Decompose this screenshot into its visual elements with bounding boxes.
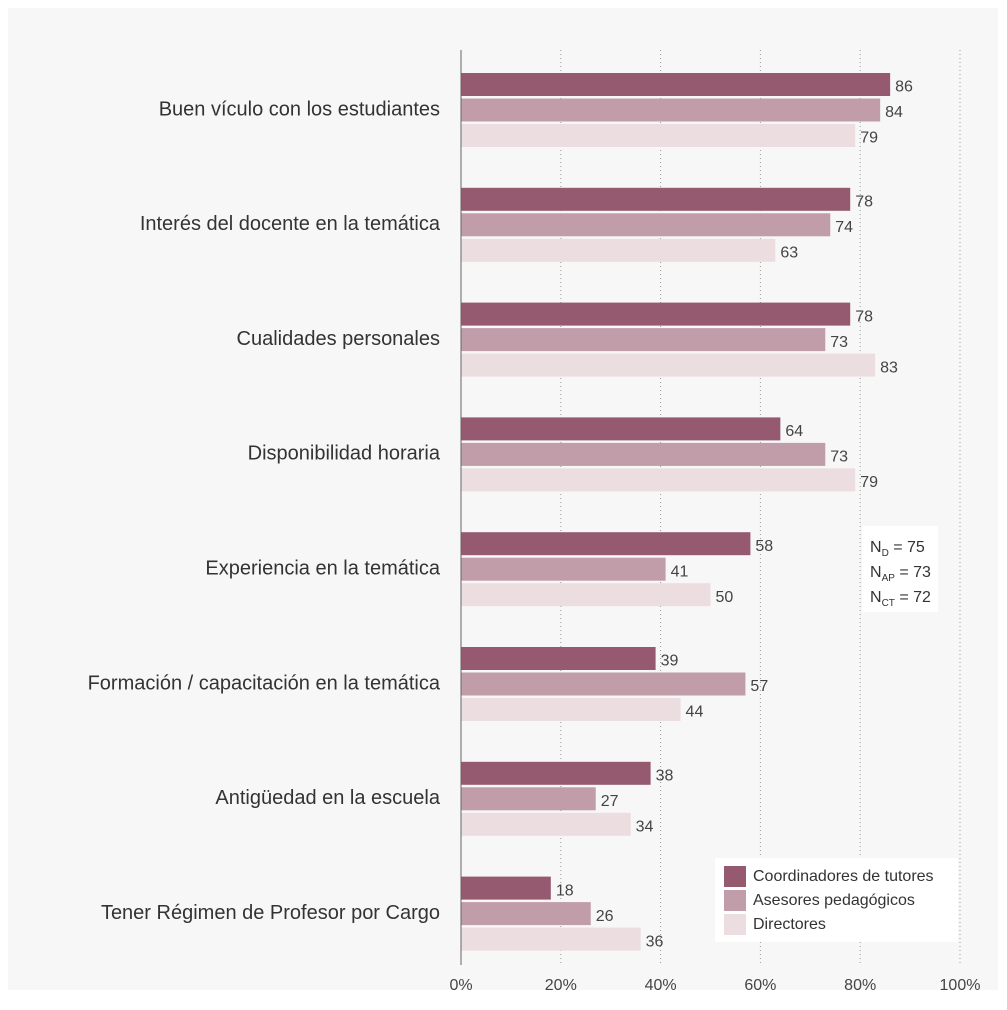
legend-label: Asesores pedagógicos	[753, 892, 915, 909]
value-label: 44	[686, 704, 704, 721]
value-label: 78	[855, 308, 873, 325]
legend-label: Directores	[753, 916, 826, 933]
value-label: 34	[636, 819, 654, 836]
bar	[461, 238, 776, 262]
bar	[461, 302, 851, 326]
bar	[461, 213, 831, 237]
x-tick-label: 20%	[545, 977, 577, 994]
bar	[461, 98, 881, 122]
legend-swatch	[724, 890, 746, 911]
legend-swatch	[724, 914, 746, 935]
value-label: 26	[596, 908, 614, 925]
annotation-sub: AP	[882, 573, 896, 584]
value-label: 79	[860, 474, 878, 491]
value-label: 86	[895, 79, 913, 96]
category-label: Buen vículo con los estudiantes	[159, 98, 440, 120]
bar	[461, 557, 666, 581]
legend-label: Coordinadores de tutores	[753, 868, 934, 885]
annotation-base: N	[870, 539, 882, 556]
category-label: Experiencia en la temática	[205, 557, 440, 579]
x-tick-label: 40%	[645, 977, 677, 994]
value-label: 73	[830, 334, 848, 351]
value-label: 64	[785, 423, 803, 440]
value-label: 78	[855, 194, 873, 211]
bar	[461, 876, 551, 900]
value-label: 58	[755, 538, 773, 555]
legend-swatch	[724, 866, 746, 887]
annotation-sub: D	[882, 548, 889, 559]
value-label: 79	[860, 130, 878, 147]
annotation-text: = 72	[895, 589, 931, 606]
category-label: Formación / capacitación en la temática	[88, 672, 441, 694]
value-label: 27	[601, 793, 619, 810]
bar	[461, 647, 656, 670]
bar	[461, 672, 746, 696]
value-label: 63	[780, 245, 798, 262]
value-label: 18	[556, 882, 574, 899]
x-tick-label: 0%	[449, 977, 472, 994]
annotation: ND = 75	[870, 539, 925, 558]
x-tick-label: 100%	[940, 977, 981, 994]
annotation-sub: CT	[882, 598, 895, 609]
x-tick-label: 60%	[744, 977, 776, 994]
bar	[461, 927, 641, 951]
value-label: 84	[885, 104, 903, 121]
bar	[461, 73, 891, 96]
annotation-base: N	[870, 589, 882, 606]
annotation: NAP = 73	[870, 564, 931, 583]
bar	[461, 761, 651, 785]
annotation: NCT = 72	[870, 589, 931, 608]
annotation-box	[862, 526, 938, 612]
value-label: 83	[880, 359, 898, 376]
value-label: 50	[716, 589, 734, 606]
annotation-base: N	[870, 564, 882, 581]
bar	[461, 812, 631, 836]
value-label: 39	[661, 653, 679, 670]
bar	[461, 353, 876, 377]
legend-box	[715, 858, 958, 942]
bar	[461, 124, 856, 147]
x-tick-label: 80%	[844, 977, 876, 994]
category-label: Antigüedad en la escuela	[215, 787, 440, 809]
value-label: 57	[750, 678, 768, 695]
bar	[461, 468, 856, 492]
category-label: Disponibilidad horaria	[248, 443, 441, 465]
category-label: Cualidades personales	[237, 328, 440, 350]
value-label: 36	[646, 933, 664, 950]
bar	[461, 902, 591, 926]
category-label: Interés del docente en la temática	[140, 213, 441, 235]
panel	[8, 8, 998, 990]
bar	[461, 532, 751, 556]
annotation-text: = 73	[895, 564, 931, 581]
bar	[461, 787, 596, 811]
value-label: 73	[830, 449, 848, 466]
value-label: 38	[656, 768, 674, 785]
bar	[461, 328, 826, 352]
bar	[461, 698, 681, 721]
bar	[461, 583, 711, 607]
annotation-text: = 75	[889, 539, 925, 556]
category-label: Tener Régimen de Profesor por Cargo	[101, 902, 440, 924]
bar	[461, 442, 826, 466]
bar	[461, 417, 781, 441]
bar	[461, 187, 851, 211]
value-label: 74	[835, 219, 853, 236]
value-label: 41	[671, 563, 689, 580]
